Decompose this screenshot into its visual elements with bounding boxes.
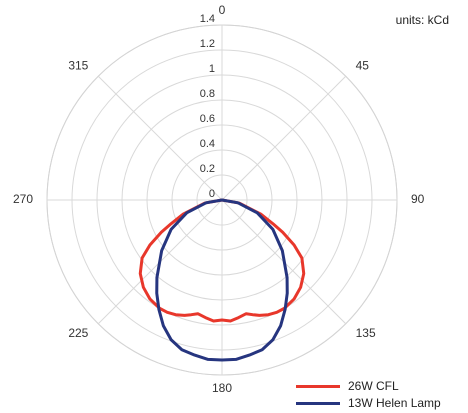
legend-swatch-26w-cfl: [296, 385, 340, 388]
legend-label-13w-helen-lamp: 13W Helen Lamp: [348, 396, 441, 410]
radial-tick-label: 1.4: [200, 13, 215, 25]
polar-grid: [46, 24, 398, 376]
radial-tick-label: 0.8: [200, 88, 215, 100]
units-label: units: kCd: [395, 13, 449, 27]
legend-swatch-13w-helen-lamp: [296, 402, 340, 405]
radial-tick-label: 1.2: [200, 38, 215, 50]
radial-tick-label: 0.4: [200, 138, 215, 150]
series-group: [138, 198, 306, 362]
angle-tick-label: 90: [411, 192, 425, 206]
legend-label-26w-cfl: 26W CFL: [348, 379, 399, 393]
series-line-26w-cfl: [138, 198, 306, 323]
series-line-13w-helen-lamp: [155, 198, 289, 362]
grid-spoke: [221, 75, 347, 201]
angle-tick-label: 45: [356, 59, 370, 73]
axis-labels: 0 0.2 0.4 0.6 0.8 1 1.2 1.4 0 45 90 135 180 225 270 315: [13, 3, 425, 395]
radial-tick-label: 0: [209, 188, 215, 200]
angle-tick-label: 135: [356, 326, 376, 340]
radial-tick-label: 1: [209, 63, 215, 75]
radial-tick-label: 0.2: [200, 163, 215, 175]
angle-tick-label: 0: [219, 3, 226, 17]
radial-tick-label: 0.6: [200, 113, 215, 125]
grid-spoke: [97, 75, 223, 201]
angle-tick-label: 315: [68, 59, 88, 73]
angle-tick-label: 270: [13, 192, 33, 206]
angle-tick-label: 225: [68, 326, 88, 340]
angle-tick-label: 180: [212, 381, 232, 395]
